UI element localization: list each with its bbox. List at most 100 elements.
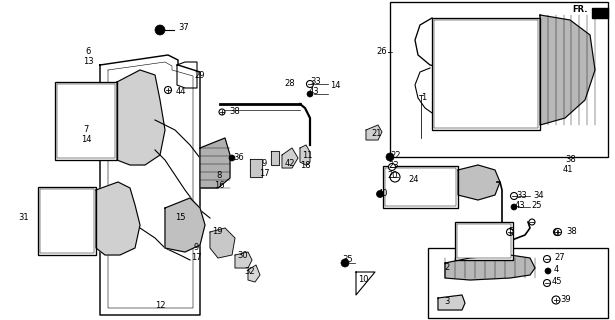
Text: 38: 38 bbox=[565, 156, 576, 164]
Text: 38: 38 bbox=[566, 228, 577, 236]
Text: 3: 3 bbox=[444, 297, 450, 306]
Polygon shape bbox=[210, 228, 235, 258]
Bar bbox=[385, 168, 456, 206]
Circle shape bbox=[386, 153, 394, 161]
Bar bbox=[383, 166, 458, 208]
Circle shape bbox=[390, 172, 400, 182]
Bar bbox=[434, 20, 538, 128]
Bar bbox=[57, 84, 115, 158]
Text: 29: 29 bbox=[194, 70, 205, 79]
Polygon shape bbox=[592, 8, 608, 18]
Text: FR.: FR. bbox=[572, 5, 587, 14]
Text: 9: 9 bbox=[193, 244, 198, 252]
Text: 19: 19 bbox=[212, 228, 223, 236]
Text: 30: 30 bbox=[237, 252, 248, 260]
Text: 9: 9 bbox=[261, 158, 266, 167]
Bar bbox=[40, 189, 94, 253]
Text: 23: 23 bbox=[388, 161, 399, 170]
Text: 31: 31 bbox=[18, 213, 29, 222]
Circle shape bbox=[341, 259, 349, 267]
Text: 14: 14 bbox=[330, 82, 341, 91]
Polygon shape bbox=[282, 148, 298, 168]
Text: 2: 2 bbox=[444, 263, 449, 273]
Text: 32: 32 bbox=[244, 268, 255, 276]
Text: 38: 38 bbox=[229, 108, 240, 116]
Circle shape bbox=[545, 268, 551, 274]
Polygon shape bbox=[200, 138, 230, 188]
Text: 7: 7 bbox=[83, 125, 89, 134]
Polygon shape bbox=[96, 182, 140, 255]
Bar bbox=[55, 82, 117, 160]
Text: 34: 34 bbox=[533, 191, 544, 201]
Text: 20: 20 bbox=[387, 171, 397, 180]
Text: 33: 33 bbox=[516, 191, 527, 201]
Circle shape bbox=[164, 86, 172, 93]
Text: 4: 4 bbox=[554, 266, 559, 275]
Text: 15: 15 bbox=[175, 213, 186, 222]
Polygon shape bbox=[540, 15, 595, 125]
Text: 40: 40 bbox=[378, 188, 389, 197]
Polygon shape bbox=[271, 151, 279, 165]
Text: 14: 14 bbox=[81, 135, 92, 145]
Text: 21: 21 bbox=[371, 130, 381, 139]
Text: 24: 24 bbox=[408, 174, 418, 183]
Polygon shape bbox=[165, 198, 205, 252]
Bar bbox=[390, 2, 608, 157]
Text: 45: 45 bbox=[552, 277, 563, 286]
Circle shape bbox=[544, 279, 550, 286]
Text: 12: 12 bbox=[155, 300, 165, 309]
Bar bbox=[455, 222, 513, 260]
Circle shape bbox=[376, 190, 384, 197]
Polygon shape bbox=[356, 272, 375, 295]
Text: 16: 16 bbox=[214, 180, 224, 189]
Text: 26: 26 bbox=[376, 47, 387, 57]
Text: 18: 18 bbox=[300, 161, 311, 170]
Text: 44: 44 bbox=[176, 86, 186, 95]
Circle shape bbox=[307, 91, 313, 97]
Polygon shape bbox=[250, 159, 262, 177]
Text: 13: 13 bbox=[83, 57, 93, 66]
Polygon shape bbox=[366, 125, 382, 140]
Bar bbox=[38, 187, 96, 255]
Circle shape bbox=[507, 228, 514, 236]
Text: 5: 5 bbox=[508, 227, 514, 236]
Circle shape bbox=[155, 25, 165, 35]
Text: 8: 8 bbox=[216, 171, 221, 180]
Circle shape bbox=[511, 204, 517, 210]
Text: 35: 35 bbox=[342, 255, 352, 265]
Circle shape bbox=[229, 155, 235, 161]
Text: 43: 43 bbox=[309, 87, 320, 97]
Circle shape bbox=[389, 164, 395, 171]
Bar bbox=[428, 248, 608, 318]
Text: 28: 28 bbox=[284, 79, 295, 89]
Circle shape bbox=[529, 219, 535, 225]
Text: 11: 11 bbox=[302, 150, 312, 159]
Bar bbox=[457, 224, 511, 258]
Polygon shape bbox=[438, 295, 465, 310]
Text: 36: 36 bbox=[233, 153, 244, 162]
Text: 17: 17 bbox=[259, 169, 269, 178]
Text: 25: 25 bbox=[531, 202, 541, 211]
Bar bbox=[432, 18, 540, 130]
Polygon shape bbox=[458, 165, 500, 200]
Text: 22: 22 bbox=[390, 150, 400, 159]
Text: 10: 10 bbox=[358, 276, 368, 284]
Text: 41: 41 bbox=[563, 165, 574, 174]
Circle shape bbox=[219, 109, 225, 115]
Text: 27: 27 bbox=[554, 253, 565, 262]
Text: 42: 42 bbox=[285, 158, 295, 167]
Text: 1: 1 bbox=[421, 93, 426, 102]
Polygon shape bbox=[300, 145, 310, 165]
Polygon shape bbox=[445, 255, 535, 280]
Circle shape bbox=[544, 255, 550, 262]
Text: 6: 6 bbox=[85, 47, 90, 57]
Text: 17: 17 bbox=[191, 253, 202, 262]
Polygon shape bbox=[248, 265, 260, 282]
Circle shape bbox=[554, 228, 560, 236]
Circle shape bbox=[555, 228, 561, 236]
Circle shape bbox=[552, 296, 560, 304]
Polygon shape bbox=[235, 252, 252, 268]
Text: 33: 33 bbox=[310, 77, 321, 86]
Polygon shape bbox=[117, 70, 165, 165]
Circle shape bbox=[306, 81, 314, 87]
